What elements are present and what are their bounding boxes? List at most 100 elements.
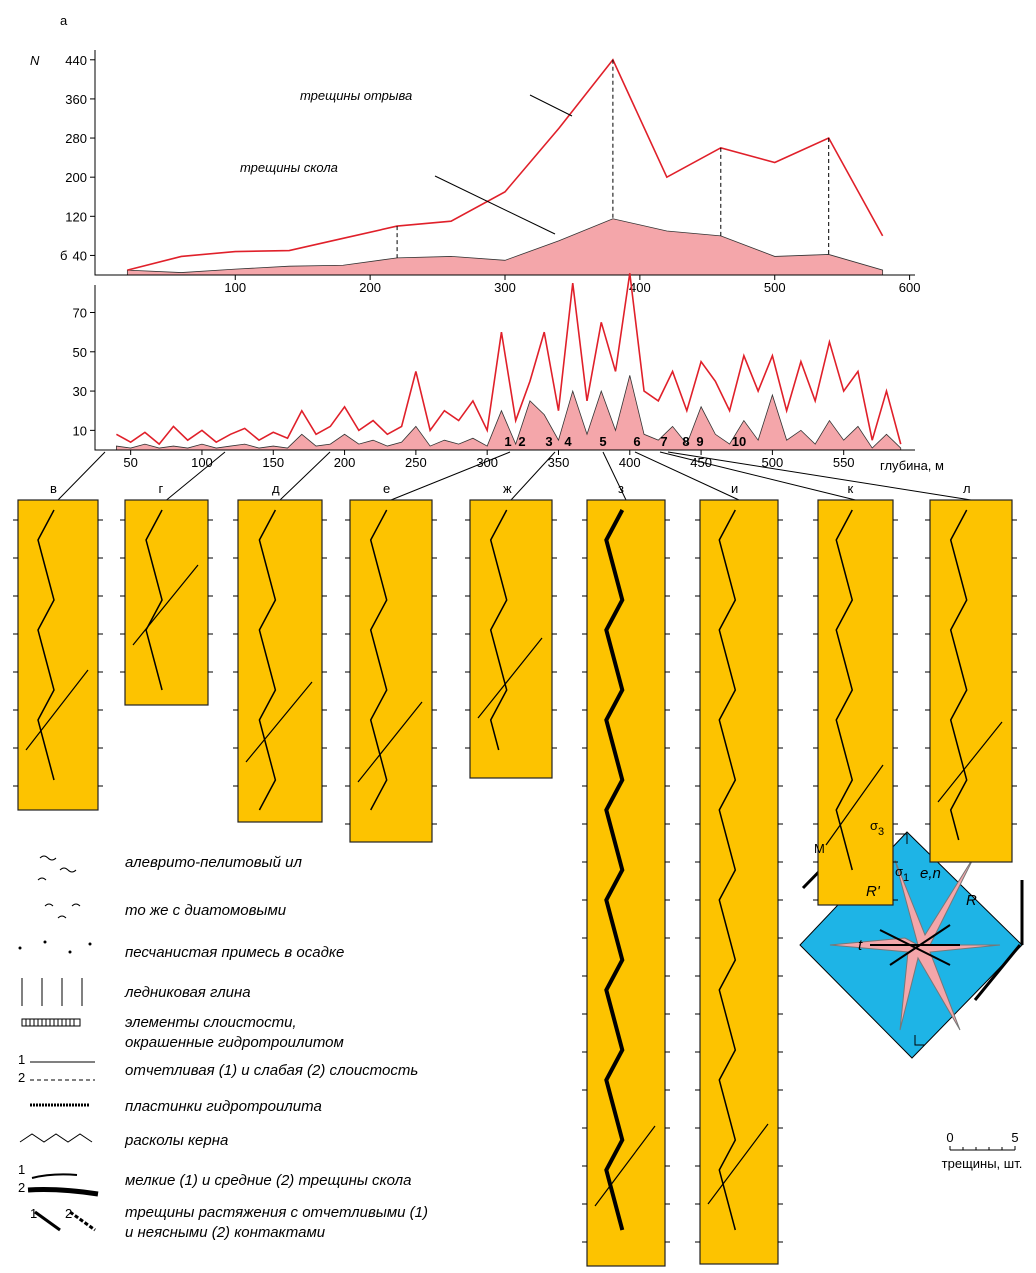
interval-label: 10: [732, 434, 746, 449]
legend-text: окрашенные гидротроилитом: [125, 1034, 344, 1051]
column-label: и: [731, 481, 738, 496]
x-tick-label: 500: [764, 280, 786, 295]
legend-text: то же с диатомовыми: [125, 902, 287, 919]
scale-label: 0: [946, 1130, 953, 1145]
crack: [825, 764, 884, 846]
interval-label: 9: [696, 434, 703, 449]
subscript: 1: [903, 872, 909, 884]
line: [116, 273, 902, 446]
column-label: ж: [503, 481, 512, 496]
crack: [145, 509, 163, 691]
sigma-label: σ3: [870, 818, 884, 838]
interval-label: 1: [504, 434, 511, 449]
y-tick-label: 30: [73, 384, 87, 399]
panel-letter: б: [60, 248, 67, 263]
column-label: к: [848, 481, 854, 496]
x-tick-label: 100: [191, 455, 213, 470]
x-tick-label: 300: [494, 280, 516, 295]
sigma-label: σ1: [895, 864, 909, 884]
connector: [667, 451, 972, 501]
legend-text: пластинки гидротроилита: [125, 1098, 322, 1115]
crack: [245, 681, 313, 763]
x-tick-label: 200: [334, 455, 356, 470]
y-tick-label: 50: [73, 345, 87, 360]
crack: [718, 509, 737, 1231]
y-tick-label: 440: [65, 53, 87, 68]
area: [126, 218, 884, 276]
diagram-label: М: [814, 841, 825, 856]
interval-label: 8: [682, 434, 689, 449]
legend-text: элементы слоистости,: [125, 1014, 297, 1031]
y-tick-label: 360: [65, 92, 87, 107]
interval-label: 2: [518, 434, 525, 449]
core-column: [817, 499, 894, 906]
core-column: [349, 499, 433, 843]
core-column: [469, 499, 553, 779]
x-tick-label: 600: [899, 280, 921, 295]
y-tick-label: 70: [73, 306, 87, 321]
connector: [602, 451, 627, 501]
x-tick-label: 300: [476, 455, 498, 470]
column-label: г: [159, 481, 164, 496]
x-tick-label: 150: [262, 455, 284, 470]
x-tick-label: 100: [224, 280, 246, 295]
crack: [25, 669, 89, 751]
connector: [390, 451, 511, 501]
x-tick-label: 50: [123, 455, 137, 470]
crack: [835, 509, 854, 871]
axis: [94, 285, 915, 451]
interval-label: 6: [633, 434, 640, 449]
connector: [166, 451, 226, 501]
diagram-label: R: [966, 892, 977, 909]
interval-label: 3: [545, 434, 552, 449]
scale-unit: трещины, шт.: [942, 1156, 1023, 1171]
connector: [57, 451, 106, 501]
column-label: л: [963, 481, 971, 496]
panel-letter: а: [60, 13, 68, 28]
x-axis-label: глубина, м: [880, 458, 944, 473]
legend-symbols: [18, 855, 99, 1232]
legend-text: расколы керна: [124, 1132, 228, 1149]
annotation-arrow: [434, 175, 556, 235]
connector: [279, 451, 331, 501]
crack: [37, 509, 55, 781]
interval-label: 4: [564, 434, 572, 449]
core-column: [586, 499, 666, 1267]
y-tick-label: 10: [73, 423, 87, 438]
core-column: [237, 499, 323, 823]
legend-marker: 1: [30, 1206, 37, 1221]
axis: [94, 50, 915, 276]
legend-marker: 1: [18, 1052, 25, 1067]
legend-text: алеврито-пелитовый ил: [125, 854, 302, 871]
legend-text: отчетливая (1) и слабая (2) слоистость: [125, 1062, 418, 1079]
annotation-arrow: [529, 94, 573, 117]
legend-text: песчанистая примесь в осадке: [125, 944, 344, 961]
y-tick-label: 280: [65, 131, 87, 146]
connector: [510, 451, 556, 501]
legend-text: и неясными (2) контактами: [125, 1224, 326, 1241]
legend-marker: 2: [18, 1180, 25, 1195]
legend-text: мелкие (1) и средние (2) трещины скола: [125, 1172, 411, 1189]
connector: [659, 451, 856, 501]
crack: [369, 509, 388, 811]
area: [115, 375, 902, 451]
core-column: [124, 499, 209, 706]
x-tick-label: 550: [833, 455, 855, 470]
legend-text: трещины растяжения с отчетливыми (1): [125, 1204, 428, 1221]
series-name: трещины отрыва: [300, 88, 412, 103]
legend-text: ледниковая глина: [124, 984, 251, 1001]
interval-label: 7: [660, 434, 667, 449]
crack: [594, 1125, 656, 1207]
legend-marker: 2: [65, 1206, 72, 1221]
y-tick-label: 120: [65, 209, 87, 224]
crack: [258, 509, 277, 811]
crack: [604, 509, 625, 1231]
diagram-label: t: [858, 937, 863, 954]
y-tick-label: 40: [73, 248, 87, 263]
connector: [634, 451, 740, 501]
x-tick-label: 500: [762, 455, 784, 470]
crack: [489, 509, 508, 751]
scale-label: 5: [1011, 1130, 1018, 1145]
column-label: в: [50, 481, 57, 496]
